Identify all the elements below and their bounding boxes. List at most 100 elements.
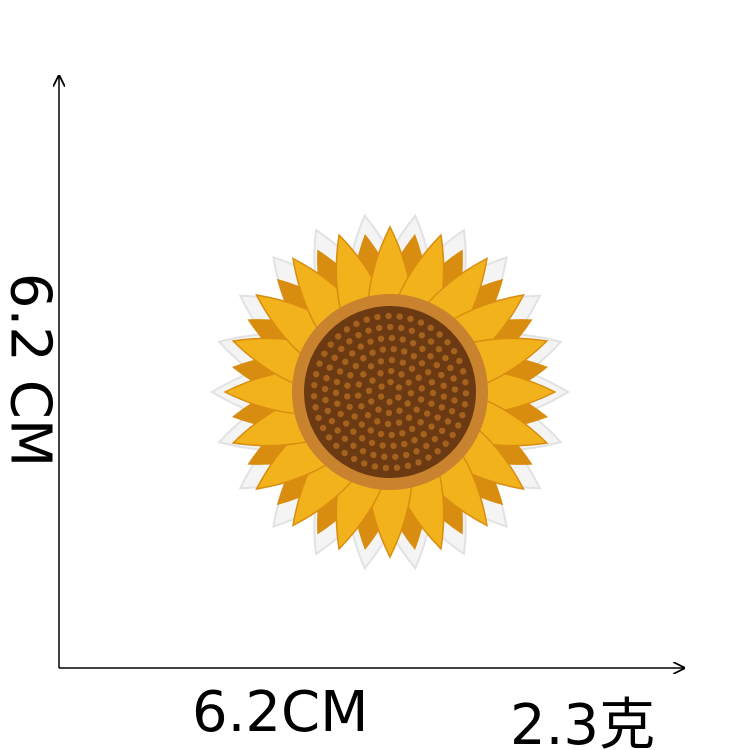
seed-stitch (434, 414, 441, 421)
seed-stitch (388, 334, 396, 342)
seed-stitch (425, 454, 432, 461)
seed-stitch (358, 421, 366, 428)
seed-stitch (369, 377, 376, 384)
seed-stitch (433, 361, 441, 369)
seed-stitch (379, 442, 386, 449)
seed-stitch (382, 464, 390, 472)
seed-stitch (390, 345, 397, 353)
seed-stitch (311, 381, 318, 389)
seed-stitch (360, 371, 367, 378)
seed-stitch (424, 368, 432, 376)
seed-stitch (365, 327, 372, 334)
width-label: 6.2CM (192, 680, 369, 745)
seed-stitch (328, 417, 336, 425)
seed-stitch (451, 397, 458, 404)
seed-stitch (459, 368, 467, 375)
seed-stitch (450, 375, 457, 382)
seed-stitch (374, 418, 381, 425)
seed-stitch (312, 404, 319, 411)
seed-stitch (333, 378, 341, 386)
seed-stitch (346, 338, 353, 345)
seed-stitch (342, 358, 349, 366)
seed-stitch (388, 356, 396, 364)
seed-stitch (404, 462, 412, 470)
seed-stitch (442, 354, 449, 362)
seed-stitch (375, 406, 382, 413)
seed-stitch (363, 316, 370, 323)
seed-stitch (451, 386, 459, 393)
seed-stitch (377, 393, 385, 400)
seed-stitch (420, 430, 427, 438)
seed-stitch (395, 419, 403, 426)
seed-stitch (359, 447, 367, 455)
seed-stitch (397, 324, 405, 332)
seed-stitch (431, 435, 439, 443)
seed-stitch (319, 424, 327, 432)
seed-stitch (350, 428, 357, 435)
seed-stitch (407, 389, 415, 397)
seed-stitch (341, 435, 349, 442)
seed-stitch (369, 349, 376, 356)
seed-stitch (413, 406, 420, 413)
seed-stitch (342, 420, 350, 427)
seed-stitch (447, 364, 454, 372)
seed-stitch (336, 368, 344, 375)
seed-stitch (415, 459, 422, 466)
seed-stitch (399, 429, 406, 437)
seed-stitch (381, 453, 388, 460)
seed-stitch (351, 413, 358, 420)
seed-stitch (405, 414, 413, 421)
seed-stitch (386, 398, 393, 406)
seed-stitch (462, 390, 470, 397)
seed-stitch (364, 412, 372, 419)
seed-stitch (377, 430, 385, 438)
seed-stitch (392, 453, 399, 460)
seed-stitch (379, 346, 387, 353)
seed-stitch (355, 392, 362, 399)
seed-stitch (350, 442, 357, 449)
seed-stitch (310, 393, 318, 400)
seed-stitch (456, 357, 463, 365)
seed-stitch (423, 410, 431, 417)
seed-stitch (417, 418, 424, 426)
seed-stitch (335, 333, 342, 340)
seed-stitch (344, 382, 351, 389)
seed-stitch (390, 442, 397, 450)
seed-stitch (332, 389, 340, 397)
seed-stitch (324, 407, 331, 415)
seed-stitch (376, 324, 383, 332)
seed-stitch (461, 401, 469, 408)
seed-stitch (341, 449, 348, 457)
seed-stitch (429, 389, 437, 397)
seed-stitch (450, 347, 458, 355)
seed-stitch (322, 396, 329, 404)
seed-stitch (384, 420, 392, 428)
seed-stitch (399, 359, 406, 366)
seed-stitch (395, 384, 403, 391)
seed-stitch (321, 385, 329, 393)
seed-stitch (418, 385, 425, 392)
seed-stitch (427, 338, 435, 345)
seed-stitch (386, 323, 394, 331)
seed-stitch (368, 439, 376, 447)
seed-stitch (405, 379, 412, 386)
seed-stitch (333, 442, 340, 449)
seed-stitch (367, 363, 375, 370)
seed-stitch (367, 338, 374, 345)
seed-stitch (418, 332, 426, 339)
seed-stitch (407, 315, 414, 323)
seed-stitch (418, 360, 426, 367)
seed-stitch (358, 435, 366, 442)
seed-stitch (408, 425, 416, 433)
seed-stitch (455, 422, 462, 429)
seed-stitch (334, 427, 341, 434)
seed-stitch (349, 350, 356, 357)
seed-stitch (325, 434, 333, 441)
seed-stitch (353, 320, 360, 328)
seed-stitch (312, 370, 320, 378)
seed-stitch (355, 381, 363, 388)
seed-stitch (444, 339, 451, 346)
seed-stitch (360, 355, 367, 362)
